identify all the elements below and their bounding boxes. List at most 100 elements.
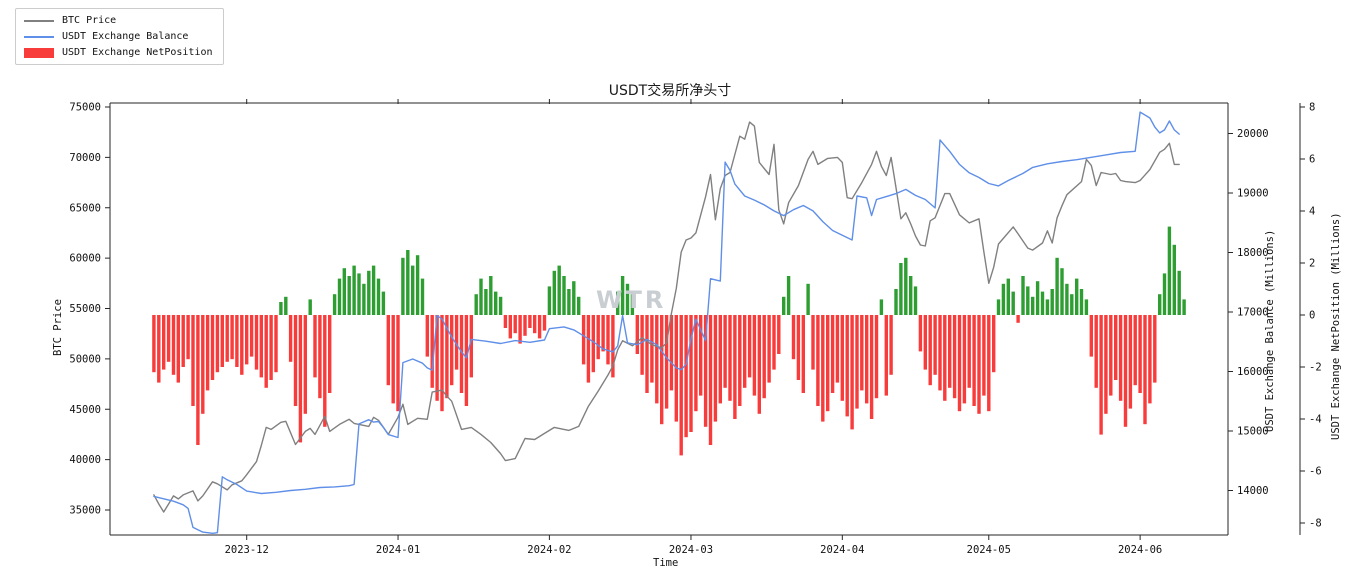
netposition-bar-positive <box>1084 299 1089 315</box>
netposition-bar-positive <box>484 289 488 315</box>
netposition-bar-negative <box>181 315 185 367</box>
netposition-bar-negative <box>962 315 967 404</box>
netposition-bar-positive <box>1177 270 1181 315</box>
y-netpos-tick-label: 6 <box>1309 154 1315 166</box>
netposition-bar-positive <box>1021 276 1025 315</box>
netposition-bar-negative <box>752 315 757 396</box>
netposition-bar-negative <box>1143 315 1147 425</box>
netposition-bar-positive <box>357 273 361 315</box>
netposition-bar-negative <box>430 315 434 388</box>
netposition-bar-negative <box>987 315 991 412</box>
netposition-bar-positive <box>1075 278 1079 315</box>
netposition-bar-negative <box>264 315 268 388</box>
netposition-bar-negative <box>601 315 605 352</box>
netposition-bar-negative <box>972 315 976 406</box>
netposition-bar-negative <box>869 315 874 419</box>
netposition-bar-negative <box>596 315 600 360</box>
y-left-tick-label: 70000 <box>69 152 101 164</box>
netposition-bar-negative <box>967 315 971 388</box>
netposition-bar-negative <box>323 315 327 427</box>
netposition-bar-negative <box>992 315 996 373</box>
netposition-bar-negative <box>660 315 664 425</box>
netposition-bar-positive <box>625 283 630 315</box>
netposition-bar-negative <box>230 315 234 360</box>
y-balance-tick-label: 14000 <box>1237 485 1269 497</box>
netposition-bar-negative <box>850 315 854 430</box>
netposition-bar-negative <box>713 315 718 422</box>
netposition-bar-negative <box>240 315 244 375</box>
netposition-bar-positive <box>415 255 420 315</box>
y-left-tick-label: 35000 <box>69 505 101 517</box>
netposition-bar-negative <box>328 315 332 393</box>
netposition-bar-negative <box>245 315 249 365</box>
netposition-bar-negative <box>1138 315 1142 393</box>
netposition-bar-negative <box>728 315 732 401</box>
netposition-bar-positive <box>1006 278 1010 315</box>
netposition-bar-negative <box>225 315 229 362</box>
netposition-bar-positive <box>308 299 312 315</box>
netposition-bar-negative <box>318 315 322 399</box>
y-netpos-tick-label: 0 <box>1309 310 1315 322</box>
watermark-text: WTR <box>596 286 667 314</box>
y-netpos-tick-label: -2 <box>1309 362 1322 374</box>
netposition-bar-positive <box>547 286 552 315</box>
x-tick-label: 2024-02 <box>527 544 571 556</box>
netposition-bar-negative <box>259 315 263 378</box>
netposition-bar-negative <box>938 315 942 391</box>
netposition-bar-negative <box>1109 315 1113 396</box>
legend-box: BTC Price USDT Exchange Balance USDT Exc… <box>15 8 224 65</box>
btc-line-swatch-icon <box>24 19 54 22</box>
netposition-bar-negative <box>865 315 869 404</box>
netposition-bar-negative <box>699 315 703 396</box>
netposition-bar-negative <box>1114 315 1118 380</box>
netposition-bar-positive <box>474 294 478 315</box>
netposition-bar-positive <box>1182 299 1186 315</box>
netposition-bar-positive <box>1031 296 1035 315</box>
netposition-bar-positive <box>577 296 581 315</box>
y-balance-tick-label: 17000 <box>1237 307 1269 319</box>
netposition-bar-negative <box>586 315 591 383</box>
netposition-bar-negative <box>581 315 586 365</box>
netposition-bar-negative <box>1104 315 1108 414</box>
netposition-bar-negative <box>1123 315 1128 427</box>
y-left-tick-label: 65000 <box>69 202 101 214</box>
netposition-bar-positive <box>562 276 566 315</box>
netposition-bar-negative <box>171 315 176 375</box>
netposition-bar-positive <box>806 283 810 315</box>
netposition-bar-negative <box>747 315 752 378</box>
netposition-bar-negative <box>777 315 781 354</box>
y-balance-tick-label: 19000 <box>1237 188 1269 200</box>
netposition-bar-negative <box>952 315 957 399</box>
netposition-bar-negative <box>513 315 517 334</box>
netposition-bar-negative <box>933 315 937 375</box>
netposition-bar-negative <box>811 315 815 370</box>
y-balance-tick-label: 18000 <box>1237 247 1269 259</box>
netposition-bar-negative <box>176 315 180 383</box>
netposition-bar-negative <box>508 315 512 339</box>
netposition-bar-positive <box>362 283 366 315</box>
netposition-bar-negative <box>542 315 547 331</box>
netposition-bar-positive <box>401 257 405 315</box>
netposition-bar-negative <box>650 315 654 383</box>
netposition-bar-negative <box>191 315 195 406</box>
netposition-bar-negative <box>435 315 439 401</box>
y-balance-tick-label: 16000 <box>1237 366 1269 378</box>
netposition-bar-negative <box>957 315 962 412</box>
netposition-bar-negative <box>923 315 927 370</box>
y-balance-tick-label: 15000 <box>1237 426 1269 438</box>
netposition-bar-negative <box>445 315 449 399</box>
netposition-bar-positive <box>420 278 425 315</box>
netposition-bar-positive <box>786 276 791 315</box>
netposition-bar-negative <box>694 315 698 412</box>
x-tick-label: 2024-05 <box>967 544 1011 556</box>
netposition-bar-negative <box>884 315 888 396</box>
y-netpos-tick-label: 4 <box>1309 206 1315 218</box>
netposition-bar-negative <box>645 315 649 393</box>
netposition-bar-negative <box>293 315 298 406</box>
netposition-bar-negative <box>186 315 190 360</box>
netposition-bar-negative <box>796 315 801 380</box>
legend-item-btc-price: BTC Price <box>24 14 213 27</box>
netposition-bar-positive <box>1026 286 1030 315</box>
